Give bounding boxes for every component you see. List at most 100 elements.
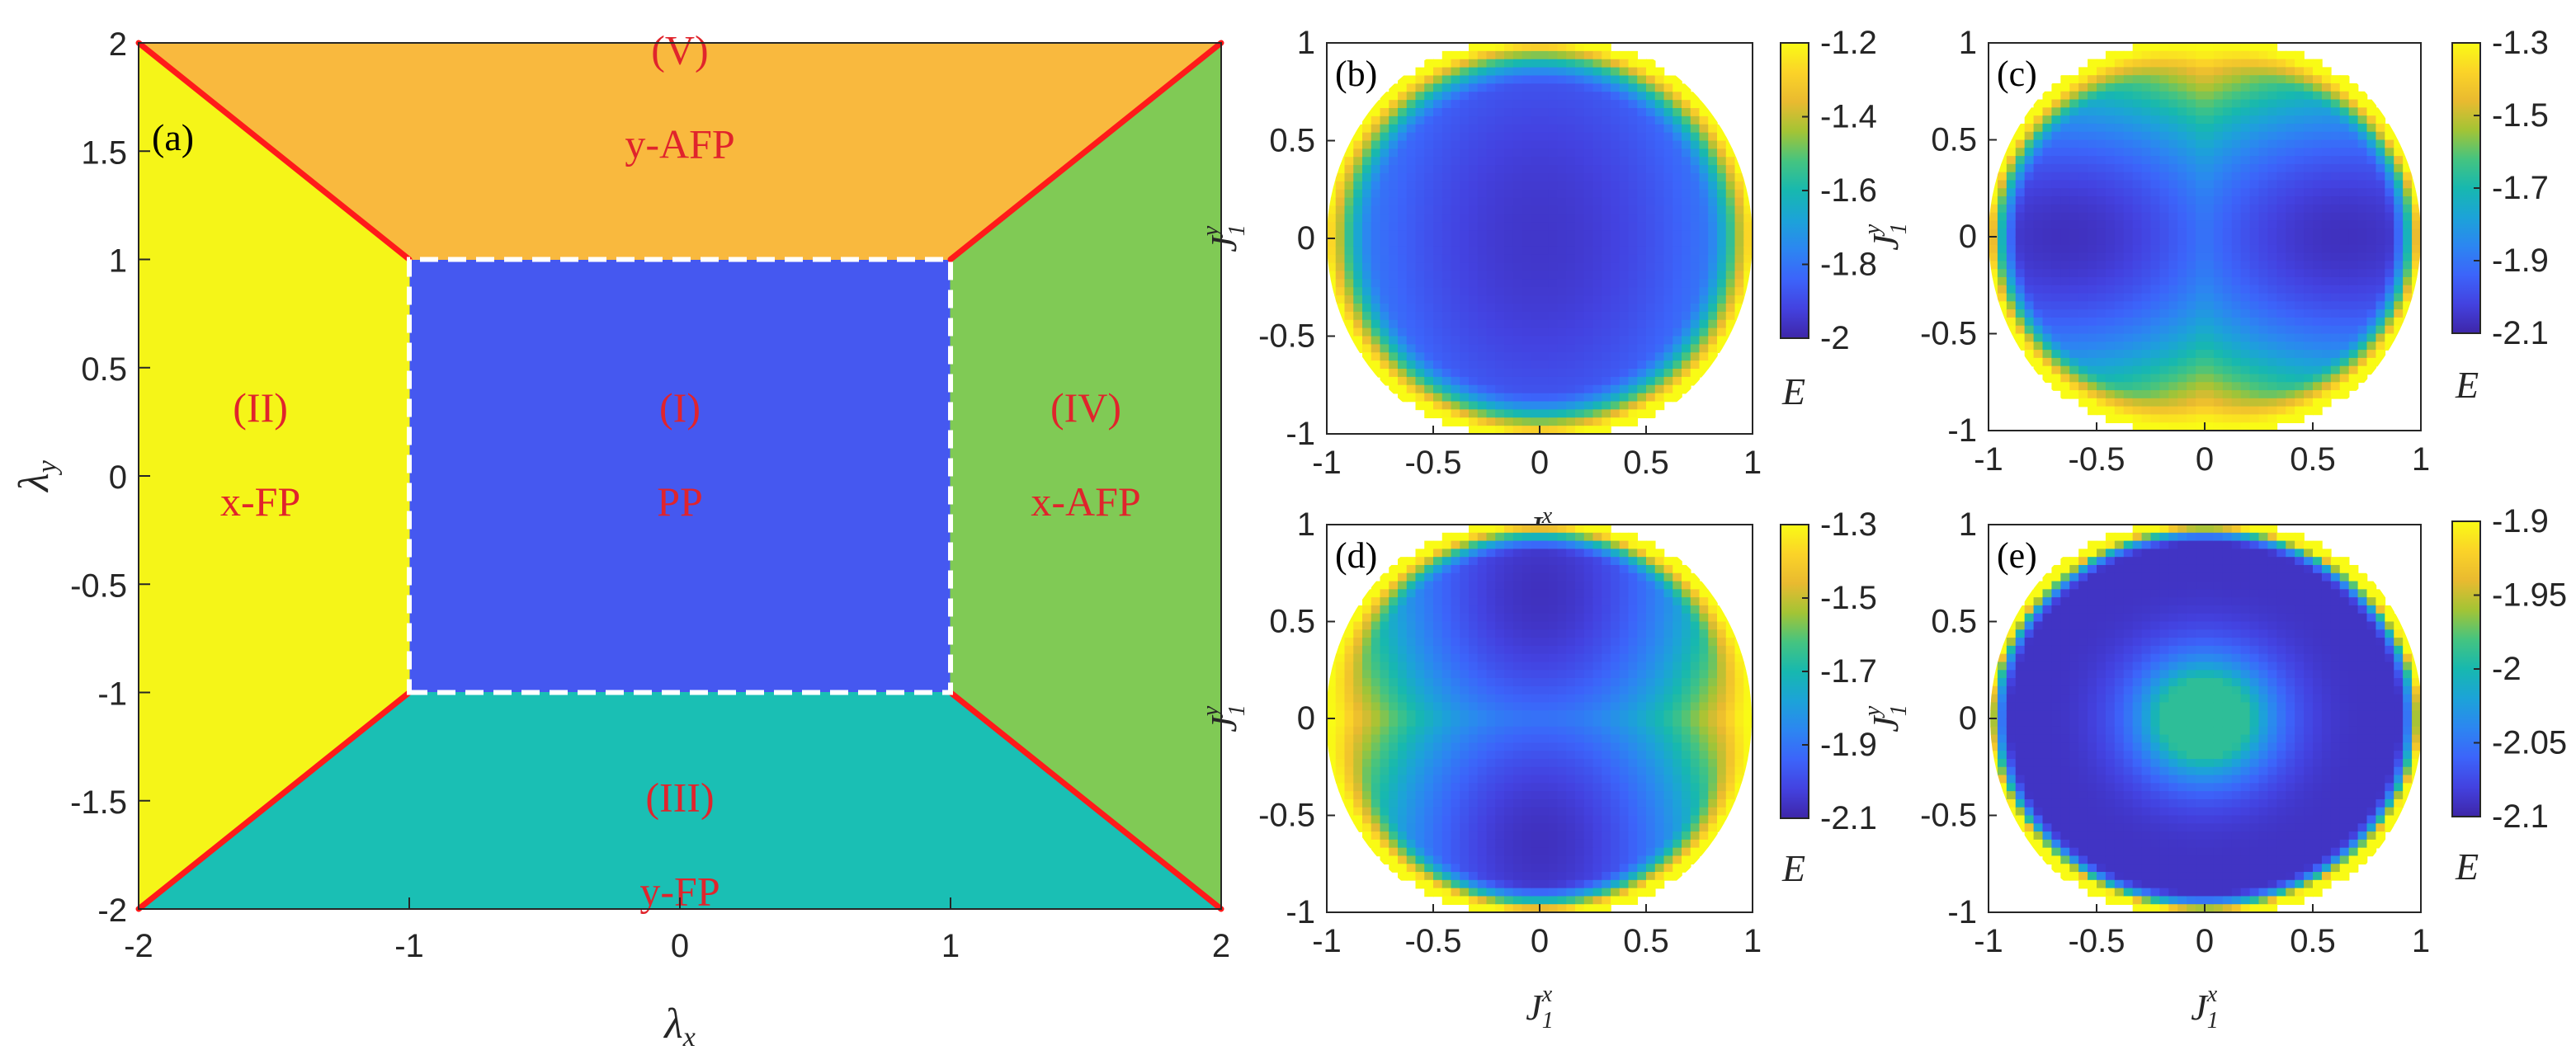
heatmap-cell [1415, 791, 1426, 800]
heatmap-cell [1522, 336, 1532, 346]
heatmap-cell [2150, 75, 2161, 84]
heatmap-cell [2304, 91, 2314, 101]
heatmap-cell [1371, 638, 1381, 647]
heatmap-cell [1424, 230, 1434, 239]
heatmap-cell [1469, 645, 1479, 655]
heatmap-cell [1353, 304, 1363, 313]
heatmap-cell [2348, 139, 2359, 149]
heatmap-cell [1469, 254, 1479, 264]
heatmap-cell [2105, 156, 2116, 165]
heatmap-cell [2304, 115, 2314, 125]
heatmap-cell [1389, 864, 1399, 873]
heatmap-cell [1424, 718, 1434, 728]
heatmap-cell [1406, 83, 1417, 93]
heatmap-cell [2304, 196, 2314, 205]
heatmap-cell [1477, 352, 1488, 361]
heatmap-cell [2276, 317, 2287, 327]
heatmap-cell [1433, 678, 1443, 687]
heatmap-cell [1398, 140, 1408, 150]
heatmap-cell [1663, 384, 1674, 394]
heatmap-cell [1504, 417, 1514, 426]
heatmap-cell [2213, 131, 2224, 141]
heatmap-cell [1619, 254, 1630, 264]
heatmap-cell [1690, 92, 1701, 101]
heatmap-cell [1433, 766, 1443, 776]
heatmap-cell [2187, 244, 2196, 254]
heatmap-cell [1619, 115, 1630, 125]
heatmap-cell [1406, 246, 1417, 256]
heatmap-cell [2348, 163, 2359, 173]
heatmap-cell [1512, 839, 1523, 849]
heatmap-cell [1717, 279, 1727, 289]
heatmap-cell [1566, 197, 1576, 207]
heatmap-cell [1734, 246, 1745, 256]
heatmap-cell [2295, 204, 2305, 214]
heatmap-cell [1637, 205, 1647, 215]
heatmap-cell [2213, 301, 2224, 310]
heatmap-cell [2105, 59, 2116, 68]
heatmap-cell [1512, 287, 1523, 296]
heatmap-cell [1522, 645, 1532, 655]
heatmap-cell [1743, 262, 1753, 272]
heatmap-cell [1486, 839, 1497, 849]
heatmap-cell [1344, 702, 1355, 712]
heatmap-cell [2006, 172, 2017, 181]
heatmap-cell [1460, 645, 1470, 655]
heatmap-cell [1486, 417, 1497, 426]
heatmap-cell [1583, 409, 1594, 419]
heatmap-cell [1504, 376, 1514, 386]
heatmap-cell [1512, 525, 1523, 534]
heatmap-cell [1415, 758, 1426, 768]
heatmap-cell [1460, 417, 1470, 426]
heatmap-cell [2132, 163, 2143, 173]
heatmap-cell [1522, 597, 1532, 606]
heatmap-cell [2240, 244, 2251, 254]
heatmap-cell [1406, 798, 1417, 808]
heatmap-cell [1415, 557, 1426, 566]
heatmap-cell [2024, 309, 2035, 318]
heatmap-cell [2375, 131, 2386, 141]
heatmap-cell [2403, 228, 2413, 238]
heatmap-cell [1628, 327, 1639, 337]
heatmap-cell [2150, 148, 2161, 157]
heatmap-cell [1451, 678, 1461, 687]
heatmap-cell [1371, 115, 1381, 125]
heatmap-cell [1460, 327, 1470, 337]
heatmap-cell [1540, 589, 1550, 598]
heatmap-cell [2196, 228, 2206, 238]
heatmap-cell [1663, 197, 1674, 207]
heatmap-cell [2132, 252, 2143, 262]
heatmap-cell [1460, 214, 1470, 224]
heatmap-cell [2240, 220, 2251, 230]
heatmap-cell [1424, 540, 1434, 550]
heatmap-cell [2168, 196, 2179, 205]
heatmap-cell [1424, 557, 1434, 566]
heatmap-cell [1451, 662, 1461, 671]
heatmap-cell [2088, 163, 2097, 173]
heatmap-cell [1548, 83, 1559, 93]
heatmap-cell [1433, 189, 1443, 199]
heatmap-cell [1682, 173, 1691, 182]
heatmap-cell [1380, 295, 1390, 304]
y-axis-label: J1y [1198, 224, 1250, 252]
heatmap-cell [2403, 317, 2413, 327]
heatmap-cell [1540, 613, 1550, 623]
energy-heatmap [1989, 43, 2421, 431]
heatmap-cell [1989, 244, 1998, 254]
heatmap-cell [1433, 791, 1443, 800]
heatmap-cell [1531, 896, 1540, 906]
heatmap-cell [2177, 374, 2187, 384]
heatmap-cell [1531, 564, 1540, 574]
heatmap-cell [2177, 43, 2187, 52]
heatmap-cell [2196, 67, 2206, 76]
heatmap-cell [1637, 75, 1647, 85]
heatmap-cell [1353, 710, 1363, 719]
heatmap-cell [1512, 50, 1523, 60]
heatmap-cell [1460, 798, 1470, 808]
heatmap-cell [2321, 228, 2332, 238]
heatmap-cell [2141, 293, 2152, 303]
heatmap-cell [2403, 188, 2413, 197]
heatmap-cell [1522, 238, 1532, 247]
heatmap-cell [2114, 374, 2125, 384]
heatmap-cell [1424, 336, 1434, 346]
